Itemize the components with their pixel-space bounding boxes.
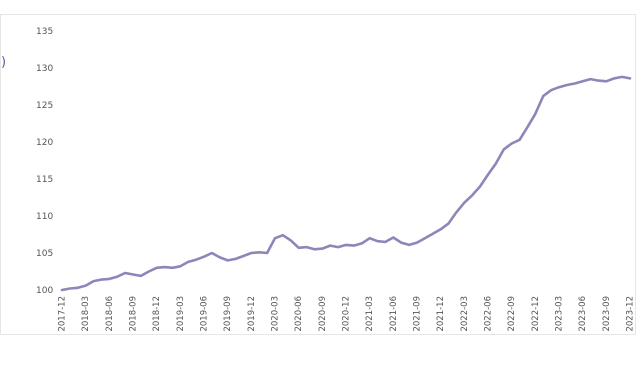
x-tick-label: 2019-06 bbox=[200, 296, 210, 332]
x-tick-label: 2021-03 bbox=[365, 296, 375, 332]
series-line bbox=[60, 75, 632, 292]
y-tick-label: 120 bbox=[36, 138, 53, 148]
x-tick-label: 2022-06 bbox=[484, 296, 494, 332]
x-tick-label: 2018-09 bbox=[129, 296, 139, 332]
y-axis: 100 105 110 115 120 125 130 135 bbox=[36, 27, 53, 296]
x-tick-label: 2018-12 bbox=[152, 296, 162, 332]
x-tick-label: 2022-03 bbox=[460, 296, 470, 332]
x-tick-label: 2018-03 bbox=[81, 296, 91, 332]
x-tick-label: 2018-06 bbox=[105, 296, 115, 332]
x-tick-label: 2017-12 bbox=[58, 296, 68, 332]
x-tick-label: 2020-03 bbox=[271, 296, 281, 332]
side-glyph: ) bbox=[1, 55, 6, 70]
x-tick-label: 2019-12 bbox=[247, 296, 257, 332]
x-tick-label: 2022-12 bbox=[531, 296, 541, 332]
y-tick-label: 100 bbox=[36, 286, 53, 296]
x-tick-label: 2019-09 bbox=[223, 296, 233, 332]
y-tick-label: 125 bbox=[36, 101, 53, 111]
chart-frame bbox=[0, 14, 636, 335]
x-tick-label: 2020-06 bbox=[294, 296, 304, 332]
x-tick-label: 2023-12 bbox=[626, 296, 636, 332]
x-tick-label: 2023-06 bbox=[578, 296, 588, 332]
x-tick-label: 2023-03 bbox=[555, 296, 565, 332]
x-axis: 2017-12 2018-03 2018-06 2018-09 2018-12 2019-… bbox=[58, 296, 636, 332]
y-tick-label: 130 bbox=[36, 64, 53, 74]
x-tick-label: 2020-09 bbox=[318, 296, 328, 332]
x-tick-label: 2021-09 bbox=[413, 296, 423, 332]
y-tick-label: 135 bbox=[36, 27, 53, 37]
y-tick-label: 105 bbox=[36, 249, 53, 259]
x-tick-label: 2023-09 bbox=[602, 296, 612, 332]
x-tick-label: 2019-03 bbox=[176, 296, 186, 332]
y-tick-label: 115 bbox=[36, 175, 53, 185]
x-tick-label: 2022-09 bbox=[507, 296, 517, 332]
y-tick-label: 110 bbox=[36, 212, 53, 222]
x-tick-label: 2020-12 bbox=[342, 296, 352, 332]
x-tick-label: 2021-12 bbox=[436, 296, 446, 332]
x-tick-label: 2021-06 bbox=[389, 296, 399, 332]
